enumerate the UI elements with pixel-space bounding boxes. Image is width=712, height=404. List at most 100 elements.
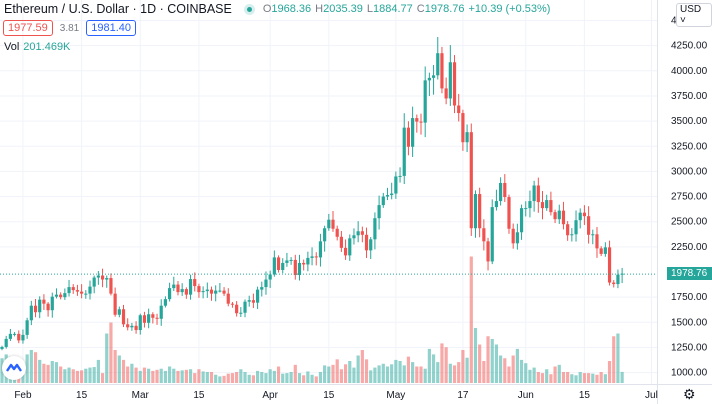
symbol-title[interactable]: Ethereum / U.S. Dollar · 1D · COINBASE bbox=[4, 2, 232, 16]
candle-body bbox=[323, 228, 327, 242]
candle bbox=[100, 268, 105, 288]
candle bbox=[356, 221, 360, 243]
candle bbox=[0, 345, 4, 351]
candle bbox=[335, 225, 339, 241]
candle-body bbox=[222, 290, 226, 294]
volume-bar bbox=[214, 374, 218, 383]
volume-bar bbox=[607, 361, 612, 383]
candle-body bbox=[8, 333, 12, 339]
buy-button[interactable]: 1981.40 bbox=[86, 20, 136, 36]
candle-body bbox=[172, 284, 176, 289]
volume-bar bbox=[616, 333, 620, 383]
candle-body bbox=[360, 231, 364, 235]
candle bbox=[536, 177, 540, 213]
candle bbox=[151, 312, 155, 324]
candle bbox=[578, 208, 582, 229]
volume-bar bbox=[394, 359, 398, 383]
time-tick-label: 15 bbox=[323, 390, 335, 401]
candle bbox=[402, 113, 406, 185]
candle-body bbox=[159, 305, 163, 319]
candle bbox=[607, 240, 612, 286]
candle-body bbox=[574, 220, 578, 235]
candle bbox=[528, 190, 532, 218]
candle bbox=[473, 190, 478, 238]
candle-body bbox=[92, 277, 96, 287]
candle bbox=[436, 36, 440, 80]
volume-bar bbox=[151, 370, 155, 383]
market-status-icon[interactable] bbox=[243, 3, 255, 15]
volume-bar bbox=[209, 372, 214, 383]
candle-body bbox=[616, 274, 620, 285]
volume-bar bbox=[582, 373, 587, 383]
candle bbox=[360, 226, 364, 243]
candle-body bbox=[356, 231, 360, 236]
candle bbox=[545, 194, 549, 211]
candle bbox=[96, 271, 100, 285]
currency-dropdown[interactable]: USD ˅ bbox=[676, 3, 712, 27]
candle-body bbox=[373, 218, 377, 240]
candle bbox=[595, 227, 599, 258]
volume-bar bbox=[612, 336, 616, 383]
candle-body bbox=[138, 315, 142, 331]
volume-bar bbox=[302, 375, 306, 383]
volume-bar bbox=[486, 336, 490, 383]
candle-body bbox=[390, 193, 394, 196]
candle bbox=[310, 247, 314, 266]
candle-body bbox=[25, 320, 29, 335]
candle bbox=[147, 308, 151, 329]
volume-bar bbox=[314, 376, 318, 383]
time-tick-label: Jul bbox=[645, 390, 658, 401]
volume-bar bbox=[369, 370, 373, 383]
gear-icon[interactable]: ⚙ bbox=[683, 386, 696, 402]
candle-body bbox=[536, 185, 540, 203]
candle bbox=[318, 233, 323, 267]
candle bbox=[176, 281, 180, 296]
candle-body bbox=[302, 262, 306, 265]
volume-bar bbox=[25, 354, 29, 383]
time-tick-label: Apr bbox=[262, 390, 278, 401]
sell-button[interactable]: 1977.59 bbox=[3, 20, 53, 36]
volume-bar bbox=[105, 333, 109, 383]
volume-bar bbox=[75, 370, 80, 383]
volume-bar bbox=[285, 373, 289, 383]
price-tick-label: 2250.00 bbox=[671, 242, 708, 253]
volume-bar bbox=[272, 370, 276, 383]
price-axis[interactable]: 4500.004250.004000.003750.003500.003250.… bbox=[671, 16, 708, 379]
candle-body bbox=[452, 62, 457, 106]
spread-value: 3.81 bbox=[59, 22, 80, 34]
tradingview-logo-icon[interactable] bbox=[2, 356, 26, 380]
candle-body bbox=[88, 286, 92, 294]
candle bbox=[113, 287, 117, 317]
candle bbox=[582, 205, 587, 225]
candle bbox=[42, 294, 46, 310]
time-axis[interactable]: Feb 15 Mar 15 Apr 15 May 17 Jun 15 Jul bbox=[14, 390, 658, 401]
volume-bar bbox=[306, 371, 310, 383]
candle-body bbox=[415, 118, 419, 122]
candle-body bbox=[293, 259, 297, 276]
volume-bar bbox=[339, 369, 343, 383]
candle-body bbox=[105, 278, 109, 280]
candle-body bbox=[465, 132, 469, 143]
candle-body bbox=[63, 293, 67, 298]
volume-bar bbox=[457, 362, 461, 383]
candle-body bbox=[96, 275, 100, 278]
candle-body bbox=[184, 289, 188, 295]
candle-body bbox=[469, 132, 473, 229]
candle-body bbox=[276, 257, 281, 270]
time-tick-label: Jun bbox=[518, 390, 534, 401]
candle bbox=[381, 192, 385, 208]
candle bbox=[50, 292, 54, 318]
candle bbox=[599, 246, 603, 257]
volume-bar bbox=[0, 358, 4, 383]
candle bbox=[616, 269, 620, 289]
volume-bars bbox=[0, 256, 624, 383]
volume-bar bbox=[561, 372, 566, 383]
volume-bar bbox=[188, 369, 193, 383]
volume-bar bbox=[499, 355, 503, 383]
volume-bar bbox=[109, 322, 113, 383]
candle-body bbox=[205, 289, 209, 292]
volume-bar bbox=[385, 366, 390, 383]
candle bbox=[352, 228, 356, 245]
candle bbox=[612, 280, 616, 288]
